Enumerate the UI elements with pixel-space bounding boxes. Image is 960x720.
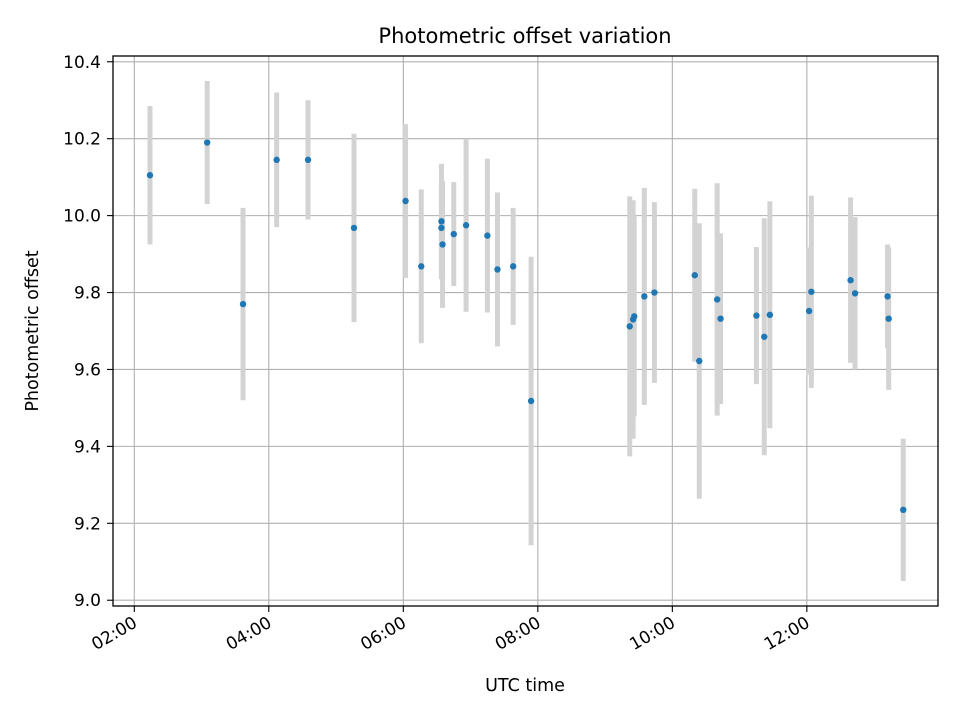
- data-point: [439, 241, 446, 248]
- data-point: [438, 218, 445, 225]
- data-point: [418, 263, 425, 270]
- data-point: [304, 156, 312, 164]
- y-tick-label: 9.6: [74, 360, 101, 380]
- data-point: [766, 311, 774, 319]
- data-point: [350, 224, 358, 232]
- data-point: [885, 315, 892, 322]
- y-tick-label: 9.8: [74, 284, 101, 304]
- y-tick-label: 10.4: [63, 53, 101, 73]
- data-point: [273, 156, 280, 164]
- data-point: [484, 232, 491, 239]
- data-point: [696, 357, 703, 365]
- data-point: [462, 222, 470, 229]
- data-point: [808, 288, 815, 295]
- plot-area: [112, 55, 939, 607]
- data-point: [203, 139, 211, 146]
- data-point: [146, 172, 154, 179]
- data-point: [450, 230, 457, 238]
- data-point: [900, 506, 907, 514]
- y-tick-label: 9.0: [74, 591, 101, 611]
- data-point: [805, 307, 813, 315]
- data-point: [851, 290, 859, 297]
- data-point: [631, 313, 638, 320]
- data-point: [626, 323, 633, 330]
- data-point: [651, 289, 658, 296]
- data-point: [402, 197, 409, 205]
- data-point: [847, 277, 854, 284]
- y-tick-label: 10.2: [63, 130, 101, 150]
- x-axis-label: UTC time: [485, 676, 565, 696]
- data-point: [691, 272, 698, 279]
- chart-title: Photometric offset variation: [378, 24, 671, 48]
- data-point: [761, 333, 768, 340]
- axes-frame: [112, 55, 939, 607]
- data-points: [146, 139, 907, 514]
- data-point: [494, 266, 501, 273]
- data-point: [641, 293, 648, 300]
- data-point: [527, 397, 535, 405]
- data-point: [753, 312, 760, 319]
- data-point: [509, 263, 517, 270]
- data-point: [239, 300, 247, 308]
- y-axis-ticks: 9.0 9.2 9.4 9.6 9.8 10.0 10.2 10.4: [63, 53, 113, 611]
- data-point: [717, 315, 724, 322]
- y-tick-label: 10.0: [63, 207, 101, 227]
- data-point: [713, 296, 721, 303]
- data-point: [884, 293, 891, 300]
- y-tick-label: 9.4: [74, 437, 101, 457]
- y-tick-label: 9.2: [74, 514, 101, 534]
- y-axis-label: Photometric offset: [23, 250, 43, 411]
- data-point: [438, 224, 445, 232]
